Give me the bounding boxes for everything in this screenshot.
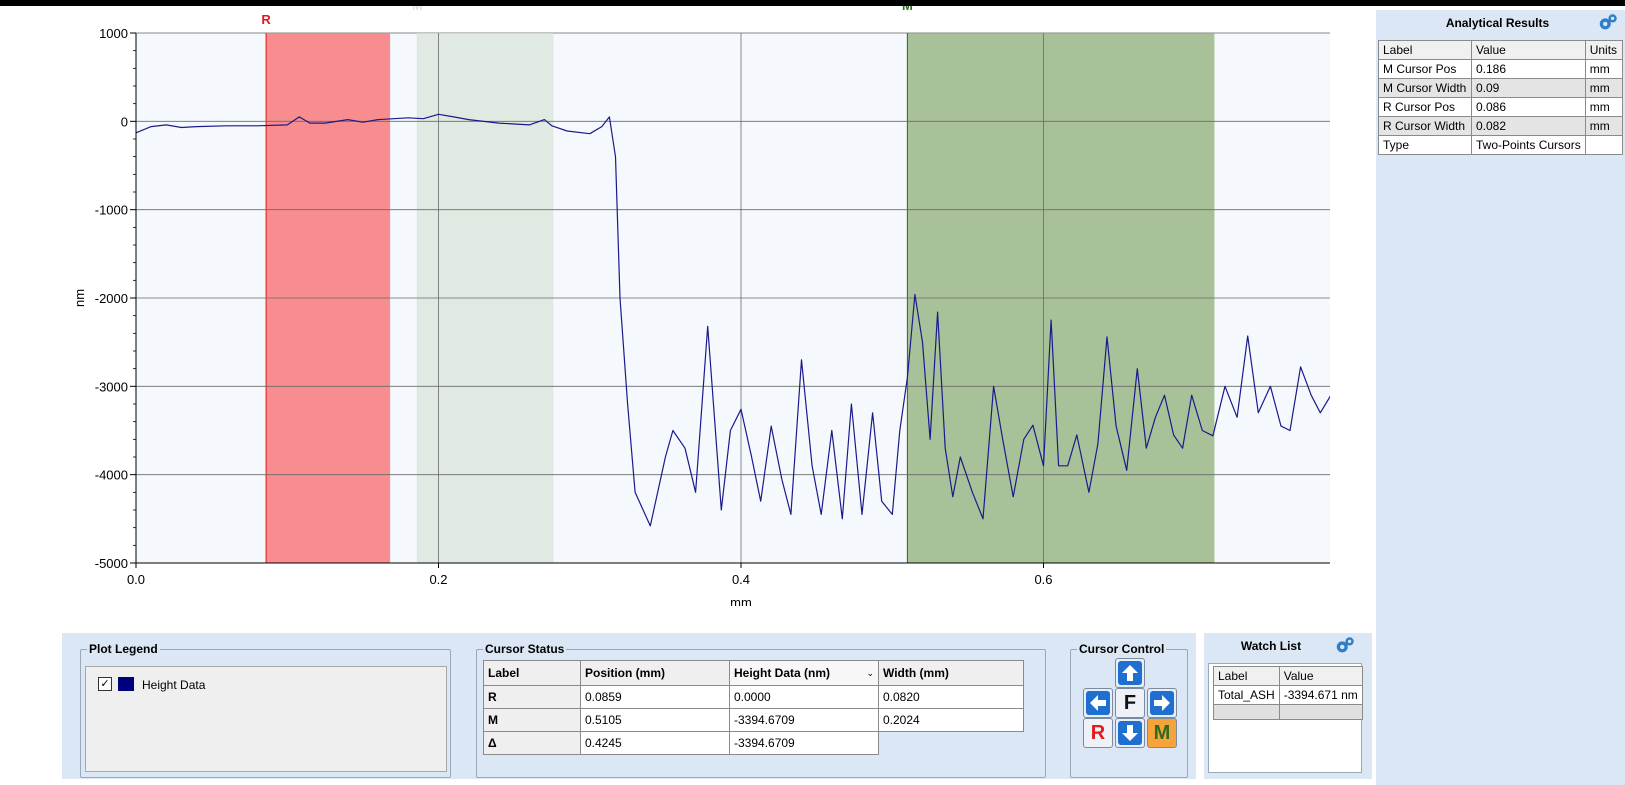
x-tick-label: 0.6 xyxy=(1034,572,1052,587)
bottom-panel: Plot Legend ✓ Height Data Cursor Status … xyxy=(62,633,1196,779)
arrow-up-icon xyxy=(1118,661,1142,685)
cursor-tag-r: R xyxy=(261,12,271,27)
gear-icon[interactable] xyxy=(1334,635,1356,657)
table-row[interactable]: M Cursor Width 0.09 mm xyxy=(1378,78,1624,98)
y-tick-label: 1000 xyxy=(99,26,128,41)
col-header-height[interactable]: Height Data (nm) ⌄ xyxy=(729,660,879,686)
y-tick-label: -4000 xyxy=(95,468,128,483)
y-tick-label: -1000 xyxy=(95,203,128,218)
y-tick-label: 0 xyxy=(121,114,128,129)
legend-checkbox[interactable]: ✓ xyxy=(98,677,112,691)
x-tick-label: 0.0 xyxy=(127,572,145,587)
move-right-button[interactable] xyxy=(1147,688,1177,718)
y-axis-label: nm xyxy=(72,289,87,307)
arrow-right-icon xyxy=(1150,691,1174,715)
table-row[interactable]: Δ 0.4245 -3394.6709 xyxy=(483,731,1024,755)
analytical-results-table: Label Value Units M Cursor Pos 0.186 mm M … xyxy=(1378,40,1624,155)
plot-legend-group: Plot Legend ✓ Height Data xyxy=(80,642,451,778)
table-row[interactable]: R Cursor Pos 0.086 mm xyxy=(1378,97,1624,117)
move-down-button[interactable] xyxy=(1115,718,1145,748)
watch-list-panel: Watch List Label Value Total_ASH -3394.67… xyxy=(1204,633,1372,779)
cursor-status-title: Cursor Status xyxy=(483,642,567,656)
legend-list: ✓ Height Data xyxy=(85,666,447,772)
cursor-status-group: Cursor Status Label Position (mm) Height… xyxy=(476,642,1046,778)
legend-swatch xyxy=(118,677,134,691)
fit-button[interactable]: F xyxy=(1115,688,1145,718)
col-header-position[interactable]: Position (mm) xyxy=(580,660,730,686)
r-cursor-button[interactable]: R xyxy=(1083,718,1113,748)
y-tick-label: -3000 xyxy=(95,379,128,394)
arrow-left-icon xyxy=(1086,691,1110,715)
move-left-button[interactable] xyxy=(1083,688,1113,718)
watch-list-title: Watch List xyxy=(1240,639,1302,653)
cursor-control-group: Cursor Control F R M xyxy=(1070,642,1188,778)
table-row[interactable]: Type Two-Points Cursors xyxy=(1378,135,1624,155)
table-row[interactable]: R 0.0859 0.0000 0.0820 xyxy=(483,685,1024,709)
table-row[interactable]: M 0.5105 -3394.6709 0.2024 xyxy=(483,708,1024,732)
x-tick-label: 0.2 xyxy=(429,572,447,587)
col-header-value[interactable]: Value xyxy=(1471,40,1586,60)
table-row-empty[interactable] xyxy=(1213,704,1363,720)
cursor-status-table: Label Position (mm) Height Data (nm) ⌄ Wi… xyxy=(483,660,1024,755)
watch-list-table: Label Value Total_ASH -3394.671 nm xyxy=(1213,666,1363,720)
col-header-width[interactable]: Width (mm) xyxy=(878,660,1024,686)
x-axis-label: mm xyxy=(730,595,752,606)
col-header-units[interactable]: Units xyxy=(1584,40,1624,60)
table-row[interactable]: R Cursor Width 0.082 mm xyxy=(1378,116,1624,136)
table-row[interactable]: Total_ASH -3394.671 nm xyxy=(1213,685,1363,705)
watch-list-frame: Label Value Total_ASH -3394.671 nm xyxy=(1208,663,1363,773)
y-tick-label: -5000 xyxy=(95,556,128,571)
plot-legend-title: Plot Legend xyxy=(87,642,160,656)
col-header-label[interactable]: Label xyxy=(1378,40,1472,60)
arrow-down-icon xyxy=(1118,721,1142,745)
table-row[interactable]: M Cursor Pos 0.186 mm xyxy=(1378,59,1624,79)
cursor-control-title: Cursor Control xyxy=(1077,642,1167,656)
legend-item-label: Height Data xyxy=(142,678,206,692)
x-tick-label: 0.4 xyxy=(732,572,750,587)
col-header-value[interactable]: Value xyxy=(1278,666,1363,686)
cursor-tag-m: M xyxy=(902,6,913,13)
gear-icon[interactable] xyxy=(1597,12,1619,34)
analytical-results-title: Analytical Results xyxy=(1445,16,1550,30)
col-header-label[interactable]: Label xyxy=(483,660,581,686)
height-profile-chart[interactable]: RMM 0.00.20.40.60.810000-1000-2000-3000-… xyxy=(0,6,1330,606)
analytical-results-panel: Analytical Results Label Value Units M C… xyxy=(1376,10,1625,785)
m-cursor-button[interactable]: M xyxy=(1147,718,1177,748)
move-up-button[interactable] xyxy=(1115,658,1145,688)
top-border xyxy=(0,0,1625,6)
cursor-tag-m: M xyxy=(412,6,423,13)
y-tick-label: -2000 xyxy=(95,291,128,306)
col-header-label[interactable]: Label xyxy=(1213,666,1280,686)
chevron-down-icon: ⌄ xyxy=(866,668,874,678)
series-line-height-data[interactable] xyxy=(135,113,1330,527)
